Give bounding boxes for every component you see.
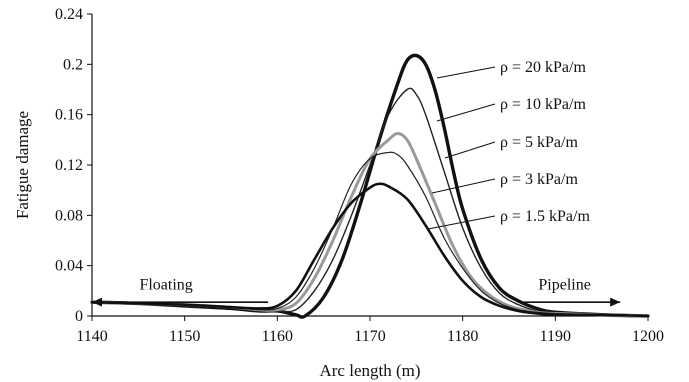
annotation-arrowhead [610, 297, 621, 307]
legend-layer: ρ = 20 kPa/m ρ = 10 kPa/m ρ = 5 kPa/m ρ = 3… [427, 59, 590, 230]
legend-label: ρ = 5 kPa/m [500, 134, 578, 151]
legend-label: ρ = 10 kPa/m [500, 96, 586, 113]
legend-leader-line [431, 178, 496, 194]
series-line [90, 182, 650, 318]
x-tick-label: 1150 [169, 328, 200, 345]
y-tick-label: 0.2 [63, 56, 83, 73]
y-tick-label: 0.04 [55, 258, 83, 275]
x-tick-label: 1140 [76, 328, 107, 345]
legend-label: ρ = 1.5 kPa/m [500, 208, 590, 225]
y-tick-label: 0.08 [55, 207, 83, 224]
axes: 1140 1150 1160 1170 1180 1190 1200 0 0.04 0.08 0.1… [55, 6, 664, 345]
x-tick-label: 1180 [447, 328, 478, 345]
legend-label: ρ = 3 kPa/m [500, 171, 578, 188]
x-axis-title: Arc length (m) [319, 361, 420, 380]
annotation-label: Floating [139, 277, 192, 294]
annotation-arrowhead [92, 297, 102, 307]
legend-leader-line [444, 141, 496, 159]
legend-label: ρ = 20 kPa/m [500, 59, 586, 76]
annotation-layer: Floating Pipeline [92, 277, 621, 307]
y-axis-title: Fatigue damage [13, 111, 32, 219]
legend-leader-line [427, 215, 496, 230]
legend-leader-line [436, 66, 496, 79]
series-layer [90, 53, 650, 319]
legend-leader-line [436, 103, 496, 122]
annotation-label: Pipeline [538, 277, 590, 294]
y-tick-label: 0 [75, 308, 83, 325]
y-tick-label: 0.12 [55, 157, 83, 174]
x-tick-label: 1160 [262, 328, 293, 345]
x-tick-label: 1190 [540, 328, 571, 345]
x-tick-label: 1200 [632, 328, 664, 345]
x-tick-label: 1170 [354, 328, 385, 345]
y-tick-label: 0.16 [55, 107, 83, 124]
y-tick-label: 0.24 [55, 6, 83, 23]
